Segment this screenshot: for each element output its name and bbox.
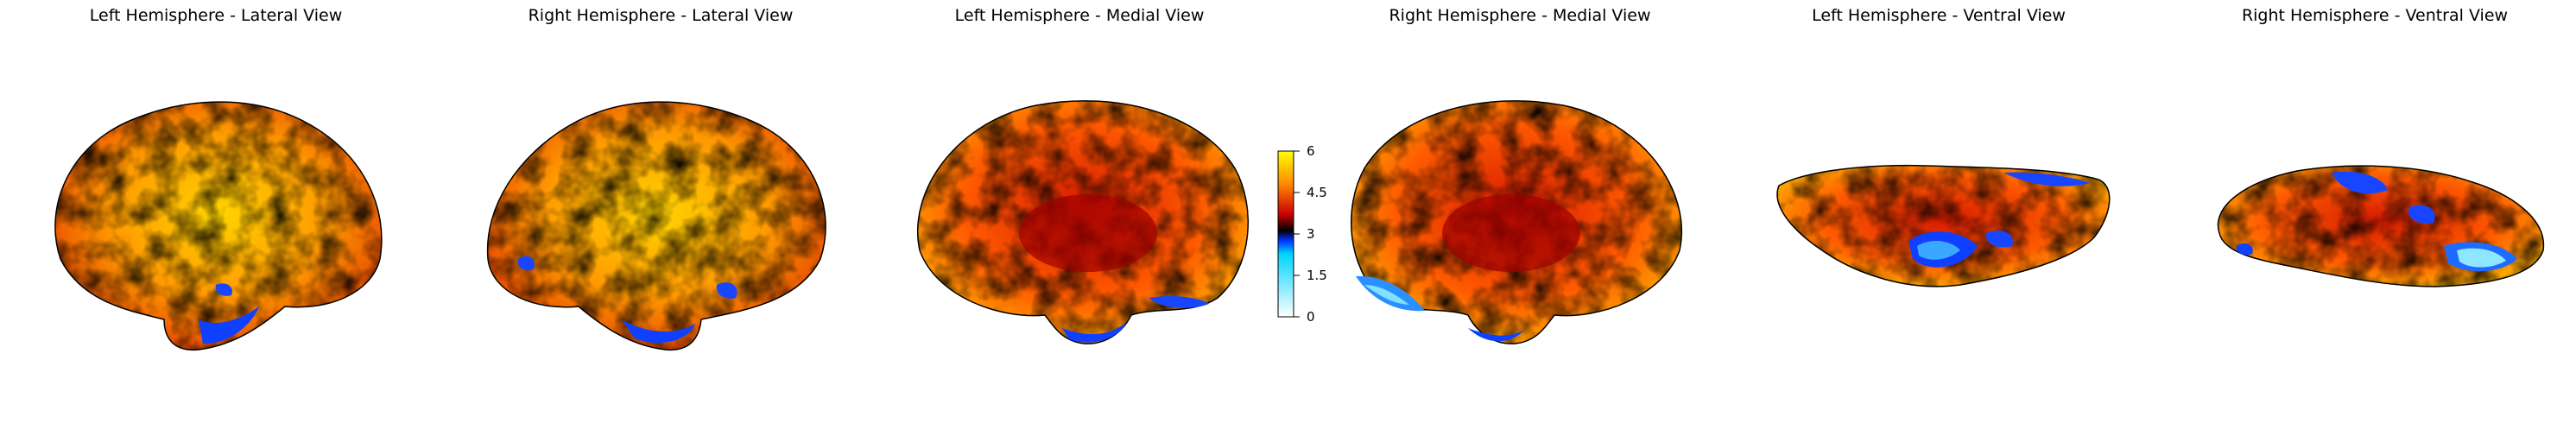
brain-right-medial-icon	[1351, 100, 1683, 344]
brain-right-ventral-icon	[2217, 165, 2545, 287]
colorbar-tick-label: 4.5	[1307, 185, 1327, 200]
brain-right-lateral-icon	[486, 101, 826, 350]
colorbar-tick-label: 0	[1307, 309, 1315, 325]
panel-title-right-lateral: Right Hemisphere - Lateral View	[528, 6, 794, 25]
panel-title-left-ventral: Left Hemisphere - Ventral View	[1812, 6, 2066, 25]
brain-left-lateral-icon	[54, 101, 383, 350]
colorbar-tick-label: 1.5	[1307, 268, 1327, 283]
brain-left-ventral-icon	[1776, 164, 2111, 287]
colorbar-tick-label: 3	[1307, 226, 1315, 242]
panel-title-right-medial: Right Hemisphere - Medial View	[1389, 6, 1651, 25]
brain-left-medial-icon	[916, 100, 1249, 344]
panel-title-right-ventral: Right Hemisphere - Ventral View	[2241, 6, 2509, 25]
colorbar-tick-label: 6	[1307, 143, 1315, 159]
panel-title-left-lateral: Left Hemisphere - Lateral View	[89, 6, 343, 25]
colorbar	[1277, 150, 1300, 318]
panel-title-left-medial: Left Hemisphere - Medial View	[954, 6, 1205, 25]
